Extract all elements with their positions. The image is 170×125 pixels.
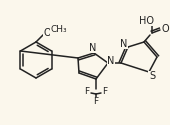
- Text: F: F: [84, 88, 90, 96]
- Text: N: N: [89, 43, 97, 53]
- Text: F: F: [94, 98, 99, 106]
- Text: O: O: [43, 28, 51, 38]
- Text: HO: HO: [140, 16, 155, 26]
- Text: N: N: [120, 39, 128, 49]
- Text: N: N: [107, 56, 115, 66]
- Text: F: F: [103, 88, 108, 96]
- Text: CH₃: CH₃: [51, 26, 67, 35]
- Text: S: S: [149, 71, 155, 81]
- Text: O: O: [161, 24, 169, 34]
